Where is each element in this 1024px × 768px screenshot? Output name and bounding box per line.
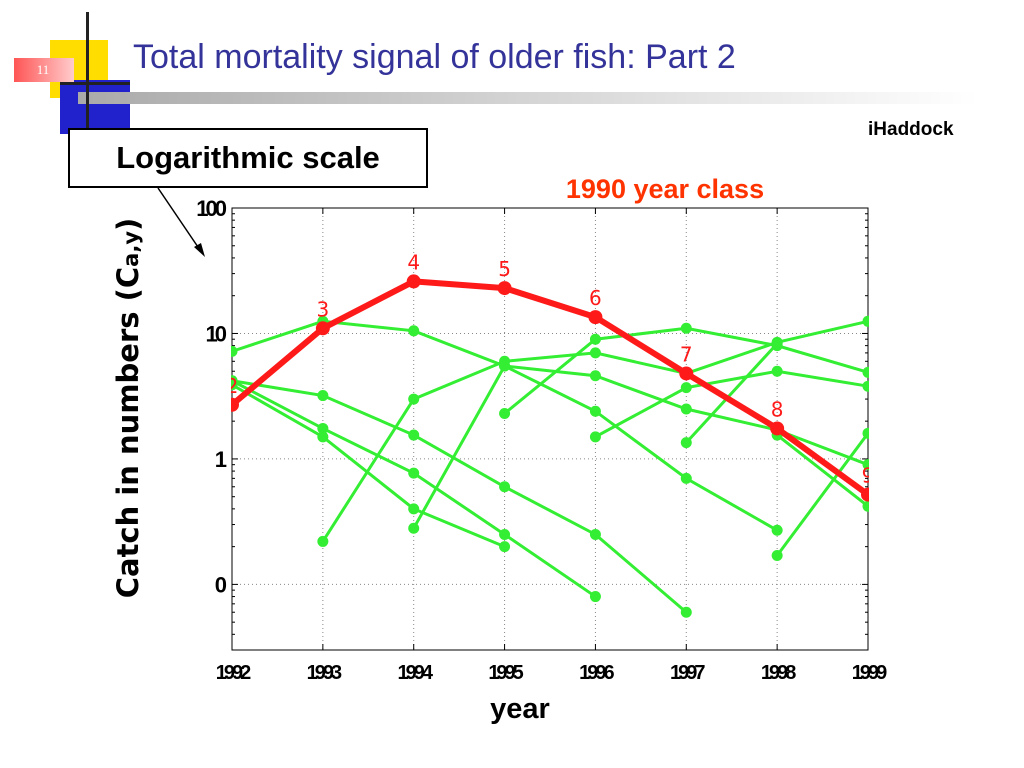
highlight-point [231,397,239,412]
highlight-age-label: 8 [771,397,784,421]
year-class-point [499,528,511,540]
note-arrow-head [194,243,205,257]
highlight-point [497,281,512,296]
y-axis-label-subscript: a,y [119,230,143,267]
highlight-year-class: 2 3 4 5 6 7 8 9 [226,250,875,502]
year-class-point [771,365,783,377]
x-tick-label: 1992 [216,662,251,684]
year-class-point [408,522,420,534]
y-tick-label: 10 [206,321,227,346]
highlight-age-label: 3 [316,297,329,321]
year-class-point [408,467,420,479]
year-class-point [499,408,511,420]
highlight-age-label: 9 [862,464,875,488]
year-class-point [862,315,869,327]
year-class-point [408,503,420,515]
year-class-line [594,369,869,439]
highlight-point [406,274,421,289]
year-class-point [408,393,420,405]
highlight-point [679,366,694,381]
year-class-point [862,380,869,392]
year-class-point [589,431,601,443]
year-class-point [862,427,869,439]
year-class-point [317,390,329,402]
deco-blue-square [60,80,130,134]
year-class-point [499,360,511,372]
year-class-point [862,500,869,512]
year-class-point [589,333,601,345]
year-class-point [680,403,692,415]
highlight-age-label: 6 [589,286,602,310]
year-class-line [775,432,869,557]
y-tick-label: 1 [215,447,227,472]
year-class-point [771,524,783,536]
x-axis-label: year [490,693,550,725]
year-class-point [589,347,601,359]
x-tick-label: 1993 [307,662,342,684]
year-class-line [685,342,779,444]
chart-title: 1990 year class [566,174,764,204]
year-class-point [317,422,329,434]
highlight-point [315,321,330,336]
deco-horizontal-fade-line [78,92,978,104]
highlight-age-label: 7 [680,342,693,366]
highlight-line [231,278,869,497]
year-class-line [231,383,506,549]
year-class-line [776,433,869,508]
x-tick-label: 1996 [579,662,614,684]
year-class-point [862,366,869,378]
slide-title: Total mortality signal of older fish: Pa… [133,38,736,76]
year-class-point [589,370,601,382]
y-axis-label: Catch in numbers (Ca,y) [111,218,145,599]
x-tick-label: 1995 [488,662,523,684]
x-tick-label: 1998 [761,662,796,684]
log-scale-note: Logarithmic scale [68,128,428,188]
year-class-point [408,325,420,337]
highlight-age-label: 5 [498,257,511,281]
year-class-point [589,528,601,540]
year-class-point [499,481,511,493]
year-class-point [680,382,692,394]
year-class-point [589,591,601,603]
year-class-point [408,429,420,441]
year-class-line [231,379,688,614]
brand-label: iHaddock [868,119,954,140]
deco-red-gradient-bar [14,58,74,82]
x-tick-label: 1997 [670,662,705,684]
note-arrow-line [157,187,201,251]
year-class-point [680,437,692,449]
year-class-point [231,345,238,357]
year-class-point [589,405,601,417]
other-year-classes [231,315,869,618]
year-class-point [680,472,692,484]
year-class-point [231,379,238,391]
slide-number: 11 [36,62,50,77]
year-class-point [771,549,783,561]
highlight-point [588,310,603,325]
year-class-point [317,535,329,547]
highlight-point [770,421,785,436]
year-class-point [680,606,692,618]
highlight-age-label: 4 [407,250,420,274]
highlight-point [861,487,869,502]
y-axis-label-main: Catch in numbers (C [111,266,145,599]
y-tick-label: 100 [196,196,226,221]
deco-vertical-line [86,12,89,132]
year-class-point [771,338,783,350]
x-tick-label: 1994 [397,662,433,684]
year-class-point [680,322,692,334]
y-tick-label: 0 [215,572,227,597]
year-class-point [317,431,329,443]
y-axis-label-end: ) [111,217,145,231]
year-class-point [862,459,869,471]
year-class-point [499,541,511,553]
x-tick-label: 1999 [852,662,887,684]
deco-horizontal-line [60,82,130,85]
highlight-age-label: 2 [226,374,239,398]
